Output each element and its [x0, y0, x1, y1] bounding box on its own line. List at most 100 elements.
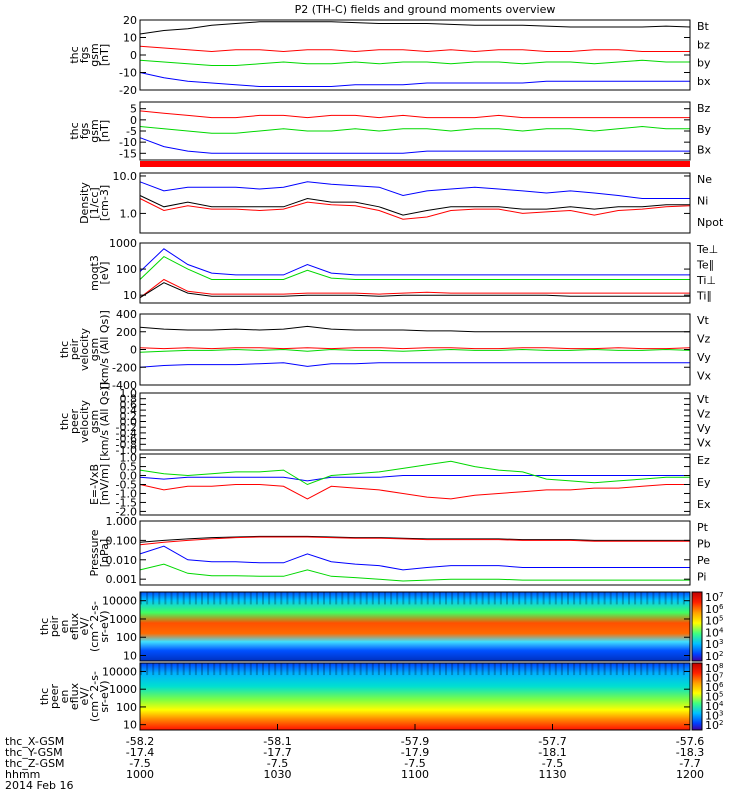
spectrogram-noise	[481, 592, 484, 605]
spectrogram-noise	[420, 663, 423, 676]
y-tick-label: 0.0	[120, 416, 138, 429]
spectrogram-noise	[560, 663, 563, 676]
series-line	[139, 137, 690, 154]
spectrogram-noise	[274, 592, 277, 605]
series-line	[139, 110, 690, 119]
spectrogram-noise	[591, 592, 594, 605]
spectrogram-noise	[408, 663, 411, 676]
x-tick-label: -18.1	[538, 746, 566, 759]
spectrogram-noise	[231, 663, 234, 676]
series-line	[139, 59, 690, 66]
y-axis-label: eV/	[78, 617, 91, 635]
spectrogram-noise	[628, 663, 630, 676]
colorbar-label: 105	[705, 615, 723, 628]
spectrogram-noise	[353, 663, 356, 676]
y-axis-label: gsm	[88, 338, 101, 361]
y-tick-label: 1.0	[120, 452, 138, 465]
spectrogram-noise	[621, 592, 624, 605]
spectrogram-noise	[158, 663, 161, 676]
spectrogram-noise	[506, 592, 508, 605]
spectrogram-noise	[432, 663, 435, 676]
spectrogram-noise	[371, 663, 374, 676]
spectrogram-noise	[469, 663, 472, 676]
y-axis-label: peer	[48, 684, 61, 710]
spectrogram-noise	[493, 592, 496, 605]
y-tick-label: 10	[123, 650, 137, 663]
spectrogram-noise	[347, 592, 350, 605]
spectrogram-noise	[402, 663, 405, 676]
y-tick-label: -5	[126, 125, 137, 138]
y-axis-label: [nT]	[98, 44, 111, 66]
y-axis-label: [cm-3]	[98, 185, 111, 221]
x-tick-label: -58.2	[126, 735, 154, 748]
y-tick-label: 5	[130, 103, 137, 116]
series-line	[139, 198, 691, 220]
series-line	[139, 282, 690, 299]
spectrogram-noise	[408, 592, 411, 605]
y-tick-label: -400	[112, 379, 137, 392]
series-line	[139, 563, 690, 582]
legend-entry: Vy	[697, 422, 711, 435]
y-tick-label: -2.0	[116, 505, 137, 518]
y-tick-label: 10	[123, 289, 137, 302]
spectrogram-noise	[457, 663, 460, 676]
y-tick-label: 0	[130, 49, 137, 62]
spectrogram-noise	[298, 592, 301, 605]
y-tick-label: 100	[116, 631, 137, 644]
legend-entry: Ey	[697, 476, 711, 489]
spectrogram-noise	[621, 663, 624, 676]
spectrogram-noise	[530, 663, 533, 676]
spectrogram-noise	[140, 663, 142, 676]
y-tick-label: 1000	[109, 237, 137, 250]
series-line	[139, 460, 690, 486]
spectrogram-noise	[335, 592, 338, 605]
y-axis-label: [1/cc]	[88, 187, 101, 218]
panel-p10: 10810710610510410310210000100010010thcpe…	[38, 662, 724, 732]
spectrogram-noise	[323, 592, 325, 605]
legend-entry: Bt	[697, 20, 710, 33]
y-tick-label: -0.8	[116, 438, 137, 451]
y-tick-label: 0.2	[120, 410, 138, 423]
legend-entry: By	[697, 123, 712, 136]
panel-frame	[139, 520, 691, 586]
spectrogram-noise	[402, 592, 405, 605]
spectrogram-noise	[463, 592, 466, 605]
spectrogram-noise	[524, 663, 527, 676]
series-line	[139, 348, 691, 353]
spectrogram-noise	[182, 592, 185, 605]
y-axis-label: moqt3	[88, 255, 101, 291]
y-axis-label: en	[58, 690, 71, 704]
x-tick-label: 1130	[539, 768, 567, 781]
legend-entry: Ni	[697, 195, 708, 208]
spectrogram-noise	[475, 663, 478, 676]
panel-p3: 10.0 1.0 Density[1/cc][cm-3] Ne Ni Npot	[78, 170, 724, 234]
spectrogram-noise	[201, 663, 203, 676]
spectrogram-noise	[298, 663, 301, 676]
x-tick-label: -17.4	[126, 746, 154, 759]
spectrogram-noise	[146, 592, 149, 605]
spectrogram-noise	[438, 663, 441, 676]
legend-entry: Bz	[697, 102, 711, 115]
spectrogram-noise	[329, 663, 332, 676]
panel-frame	[139, 591, 691, 662]
spectrogram-noise	[682, 663, 685, 676]
spectrogram-noise	[518, 663, 521, 676]
series-line	[139, 248, 690, 276]
series-line	[139, 325, 690, 333]
legend-entry: Ne	[697, 173, 712, 186]
series-line	[139, 545, 690, 571]
panel-p6: 1.00.80.60.40.20.0-0.2-0.4-0.6-0.8-1.0 th…	[58, 382, 712, 461]
spectrogram-noise	[377, 592, 380, 605]
spectrogram-noise	[414, 663, 417, 676]
spectrogram-noise	[182, 663, 185, 676]
spectrogram-noise	[451, 663, 454, 676]
y-axis-label: gsm	[88, 119, 101, 142]
spectrogram-noise	[676, 663, 679, 676]
spectrogram-noise	[603, 592, 606, 605]
spectrogram-noise	[524, 592, 527, 605]
series-line	[139, 535, 690, 543]
spectrogram-noise	[158, 592, 161, 605]
legend-entry: Pb	[697, 538, 711, 551]
spectrogram-noise	[268, 663, 271, 676]
